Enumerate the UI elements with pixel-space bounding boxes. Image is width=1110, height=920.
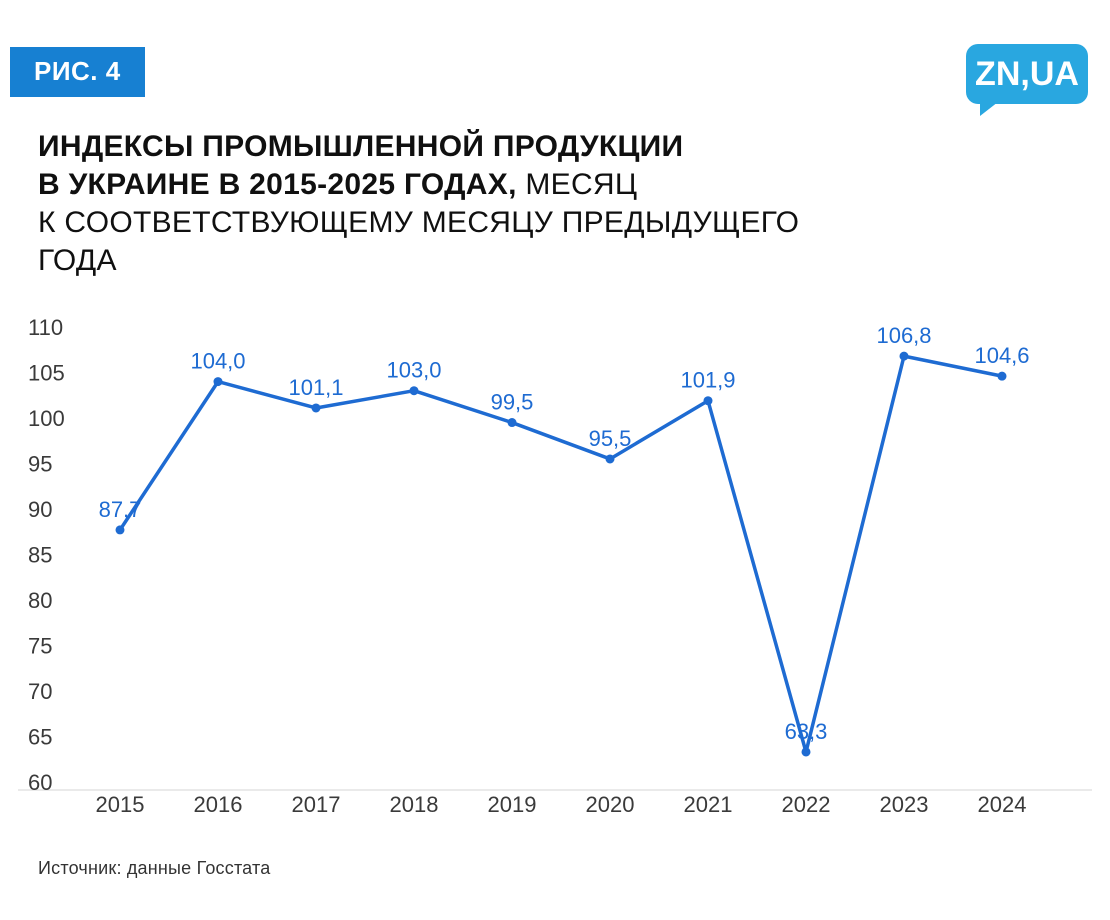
y-axis-tick-label: 90 xyxy=(28,497,52,522)
data-point xyxy=(801,747,811,757)
title-line-4: ГОДА xyxy=(38,244,117,277)
data-point-label: 87,7 xyxy=(99,497,142,522)
data-point xyxy=(213,377,223,387)
y-axis-tick-label: 60 xyxy=(28,770,52,795)
series-line xyxy=(118,354,1004,754)
y-axis-tick-label: 80 xyxy=(28,588,52,613)
title-line-3: К СООТВЕТСТВУЮЩЕМУ МЕСЯЦУ ПРЕДЫДУЩЕГО xyxy=(38,206,800,239)
y-axis-tick-label: 65 xyxy=(28,725,52,750)
x-axis-tick-label: 2015 xyxy=(96,792,145,817)
y-axis-tick-label: 70 xyxy=(28,679,52,704)
data-point-label: 99,5 xyxy=(491,390,534,415)
x-axis-tick-label: 2019 xyxy=(488,792,537,817)
title-line-2-bold: В УКРАИНЕ В 2015-2025 ГОДАХ, xyxy=(38,168,517,201)
data-point xyxy=(899,351,909,361)
title-line-2-regular: МЕСЯЦ xyxy=(516,168,638,201)
title-line-1: ИНДЕКСЫ ПРОМЫШЛЕННОЙ ПРОДУКЦИИ xyxy=(38,130,684,163)
y-axis-tick-label: 85 xyxy=(28,543,52,568)
data-point xyxy=(703,396,713,406)
data-point xyxy=(605,454,615,464)
x-axis-tick-label: 2023 xyxy=(880,792,929,817)
data-point-label: 104,0 xyxy=(190,349,245,374)
x-axis-tick-label: 2024 xyxy=(978,792,1027,817)
y-axis-tick-label: 100 xyxy=(28,406,65,431)
data-point xyxy=(409,386,419,396)
data-point xyxy=(507,418,517,428)
figure-number-badge: РИС. 4 xyxy=(10,47,145,97)
y-axis-tick-label: 110 xyxy=(28,315,63,340)
znua-logo: ZN,UA xyxy=(966,44,1088,116)
data-point-label: 104,6 xyxy=(974,343,1029,368)
x-axis-tick-label: 2017 xyxy=(292,792,341,817)
x-axis-tick-label: 2016 xyxy=(194,792,243,817)
data-point-label: 63,3 xyxy=(785,719,828,744)
source-note: Источник: данные Госстата xyxy=(38,858,271,878)
y-axis-tick-label: 95 xyxy=(28,452,52,477)
data-point xyxy=(997,371,1007,381)
line-chart: 110 105 100 95 90 85 80 75 70 65 60 2015 2016 2017 201… xyxy=(18,315,1092,817)
data-point xyxy=(115,525,125,535)
data-point-label: 106,8 xyxy=(876,323,931,348)
data-point xyxy=(311,403,321,413)
chart-area: 110 105 100 95 90 85 80 75 70 65 60 2015 2016 2017 201… xyxy=(0,300,1110,820)
data-point-label: 103,0 xyxy=(386,358,441,383)
x-axis-tick-label: 2021 xyxy=(684,792,733,817)
x-axis-tick-label: 2018 xyxy=(390,792,439,817)
y-axis-tick-label: 105 xyxy=(28,361,65,386)
data-point-label: 101,9 xyxy=(680,368,735,393)
x-axis-tick-label: 2022 xyxy=(782,792,831,817)
x-axis-tick-label: 2020 xyxy=(586,792,635,817)
page-title: ИНДЕКСЫ ПРОМЫШЛЕННОЙ ПРОДУКЦИИ В УКРАИНЕ… xyxy=(38,128,799,280)
znua-logo-text: ZN,UA xyxy=(975,54,1079,93)
data-point-label: 101,1 xyxy=(288,375,343,400)
data-point-label: 95,5 xyxy=(589,426,632,451)
y-axis-tick-label: 75 xyxy=(28,634,52,659)
